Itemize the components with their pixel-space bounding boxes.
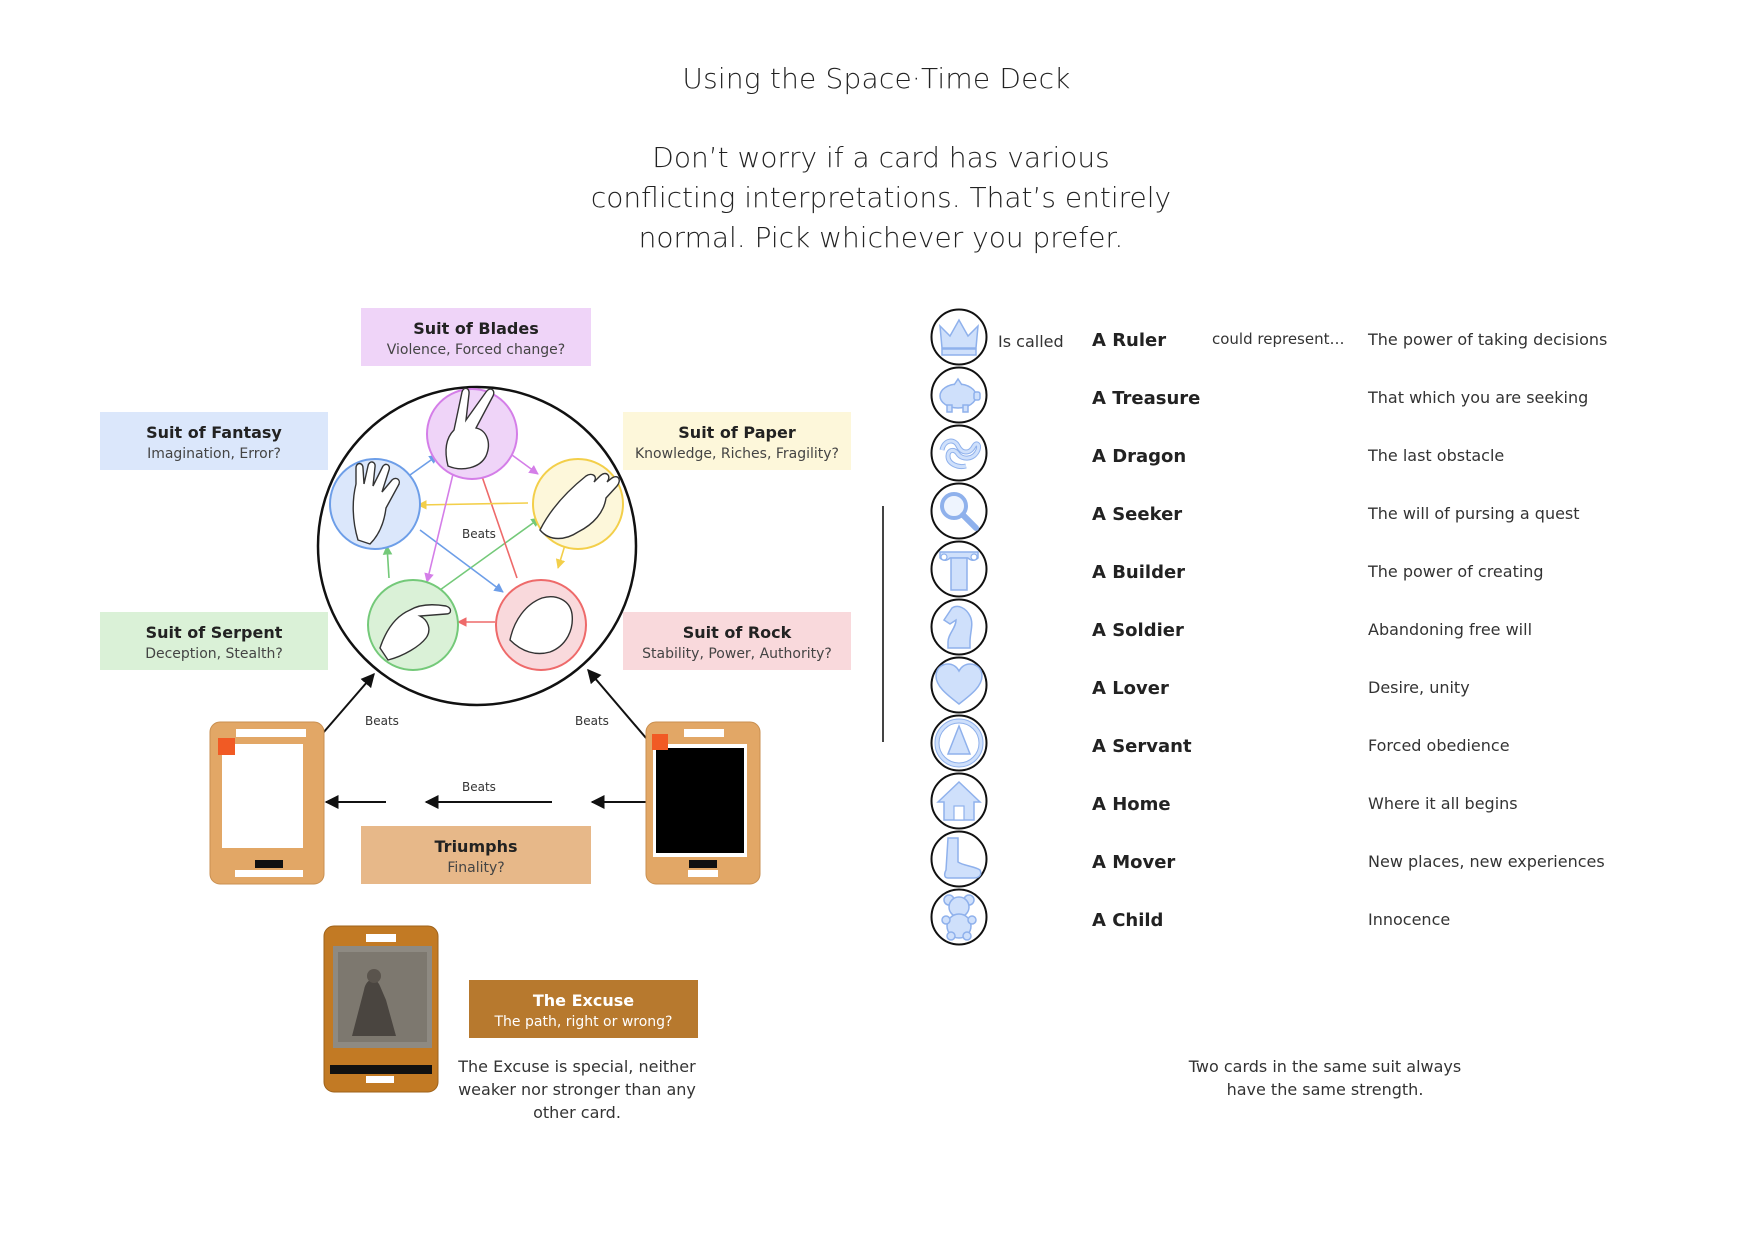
suit-blades-label: Suit of Blades Violence, Forced change? (361, 308, 591, 366)
suit-rock-circle (495, 579, 587, 671)
archetype-name: A Soldier (1092, 620, 1184, 641)
suit-fantasy-label: Suit of Fantasy Imagination, Error? (100, 412, 328, 470)
archetype-meaning: Where it all begins (1368, 794, 1518, 813)
archetype-name: A Servant (1092, 736, 1192, 757)
knight-chess-icon (930, 598, 988, 656)
archetype-meaning: Desire, unity (1368, 678, 1470, 697)
vulcan-hand-icon (352, 461, 401, 545)
archetype-row: A Servant Forced obedience (930, 714, 1730, 772)
excuse-label: The Excuse The path, right or wrong? (469, 980, 698, 1038)
teddy-bear-icon (930, 888, 988, 946)
suit-rock-title: Suit of Rock (682, 623, 792, 642)
suit-fantasy-title: Suit of Fantasy (146, 423, 282, 442)
peace-hand-icon (445, 387, 495, 470)
archetype-row: A Builder The power of creating (930, 540, 1730, 598)
suit-paper-label: Suit of Paper Knowledge, Riches, Fragili… (623, 412, 851, 470)
suit-serpent-subtitle: Deception, Stealth? (145, 646, 283, 662)
collar-icon (930, 714, 988, 772)
triumph-card-left (209, 721, 325, 885)
column-icon (930, 540, 988, 598)
excuse-subtitle: The path, right or wrong? (494, 1014, 673, 1030)
archetype-name: A Seeker (1092, 504, 1183, 525)
suit-blades-subtitle: Violence, Forced change? (386, 342, 566, 358)
archetype-row: A Lover Desire, unity (930, 656, 1730, 714)
suit-paper-subtitle: Knowledge, Riches, Fragility? (635, 446, 839, 462)
archetype-row: A Home Where it all begins (930, 772, 1730, 830)
archetype-row: A Mover New places, new experiences (930, 830, 1730, 888)
open-hand-icon (539, 472, 620, 540)
archetype-meaning: The last obstacle (1368, 446, 1505, 465)
archetype-row: A Dragon The last obstacle (930, 424, 1730, 482)
archetype-name: A Home (1092, 794, 1171, 815)
archetype-name: A Treasure (1092, 388, 1201, 409)
beats-label-right: Beats (575, 714, 609, 728)
beats-label-left: Beats (365, 714, 399, 728)
archetype-meaning: The will of pursing a quest (1368, 504, 1580, 523)
triumph-card-right (645, 721, 761, 885)
suit-rock-label: Suit of Rock Stability, Power, Authority… (623, 612, 851, 670)
suit-blades-title: Suit of Blades (413, 319, 539, 338)
dragon-icon (930, 424, 988, 482)
archetype-meaning: Forced obedience (1368, 736, 1510, 755)
arrow-triumph-right-to-wheel (587, 668, 647, 739)
pinch-hand-icon (379, 604, 452, 661)
triumphs-subtitle: Finality? (447, 860, 505, 876)
archetype-name: A Ruler (1092, 330, 1167, 351)
archetype-meaning: New places, new experiences (1368, 852, 1605, 871)
archetype-row: A Child Innocence (930, 888, 1730, 946)
excuse-caption: The Excuse is special, neither weaker no… (458, 1057, 696, 1122)
archetype-name: A Lover (1092, 678, 1169, 699)
suit-paper-circle (532, 458, 624, 550)
suit-fantasy-subtitle: Imagination, Error? (147, 446, 281, 462)
archetype-meaning: That which you are seeking (1368, 388, 1589, 407)
could-represent-label: could represent… (1212, 330, 1345, 348)
piggy-bank-icon (930, 366, 988, 424)
triumphs-title: Triumphs (434, 837, 518, 856)
foot-icon (930, 830, 988, 888)
archetype-name: A Mover (1092, 852, 1176, 873)
suit-serpent-label: Suit of Serpent Deception, Stealth? (100, 612, 328, 670)
archetype-name: A Child (1092, 910, 1164, 931)
beats-label-center: Beats (462, 527, 496, 541)
archetype-meaning: The power of creating (1368, 562, 1544, 581)
is-called-label: Is called (998, 332, 1064, 351)
crown-icon (930, 308, 988, 366)
archetype-meaning: Innocence (1368, 910, 1451, 929)
archetype-name: A Builder (1092, 562, 1186, 583)
suit-paper-title: Suit of Paper (678, 423, 796, 442)
archetype-row: A Seeker The will of pursing a quest (930, 482, 1730, 540)
page-title: Using the Space·Time Deck (682, 62, 1071, 95)
suit-serpent-circle (367, 579, 459, 671)
magnifier-icon (930, 482, 988, 540)
archetype-meaning: The power of taking decisions (1368, 330, 1608, 349)
suit-fantasy-circle (329, 458, 421, 550)
archetype-row: A Treasure That which you are seeking (930, 366, 1730, 424)
suit-serpent-title: Suit of Serpent (145, 623, 283, 642)
archetype-meaning: Abandoning free will (1368, 620, 1533, 639)
fist-icon (509, 596, 573, 655)
archetype-row: Is called A Ruler could represent… The p… (930, 308, 1730, 366)
beats-label-bottom: Beats (462, 780, 496, 794)
arrow-triumph-left-to-wheel (322, 672, 375, 734)
excuse-card (323, 925, 439, 1093)
page-subtitle: Don’t worry if a card has various confli… (590, 141, 1172, 254)
heart-icon (930, 656, 988, 714)
same-suit-caption: Two cards in the same suit always have t… (1188, 1057, 1462, 1099)
suit-rock-subtitle: Stability, Power, Authority? (642, 646, 832, 662)
archetype-name: A Dragon (1092, 446, 1187, 467)
archetype-row: A Soldier Abandoning free will (930, 598, 1730, 656)
excuse-title: The Excuse (532, 991, 635, 1010)
suit-blades-circle (426, 387, 518, 480)
triumphs-label: Triumphs Finality? (361, 826, 591, 884)
house-icon (930, 772, 988, 830)
section-divider (882, 506, 884, 742)
